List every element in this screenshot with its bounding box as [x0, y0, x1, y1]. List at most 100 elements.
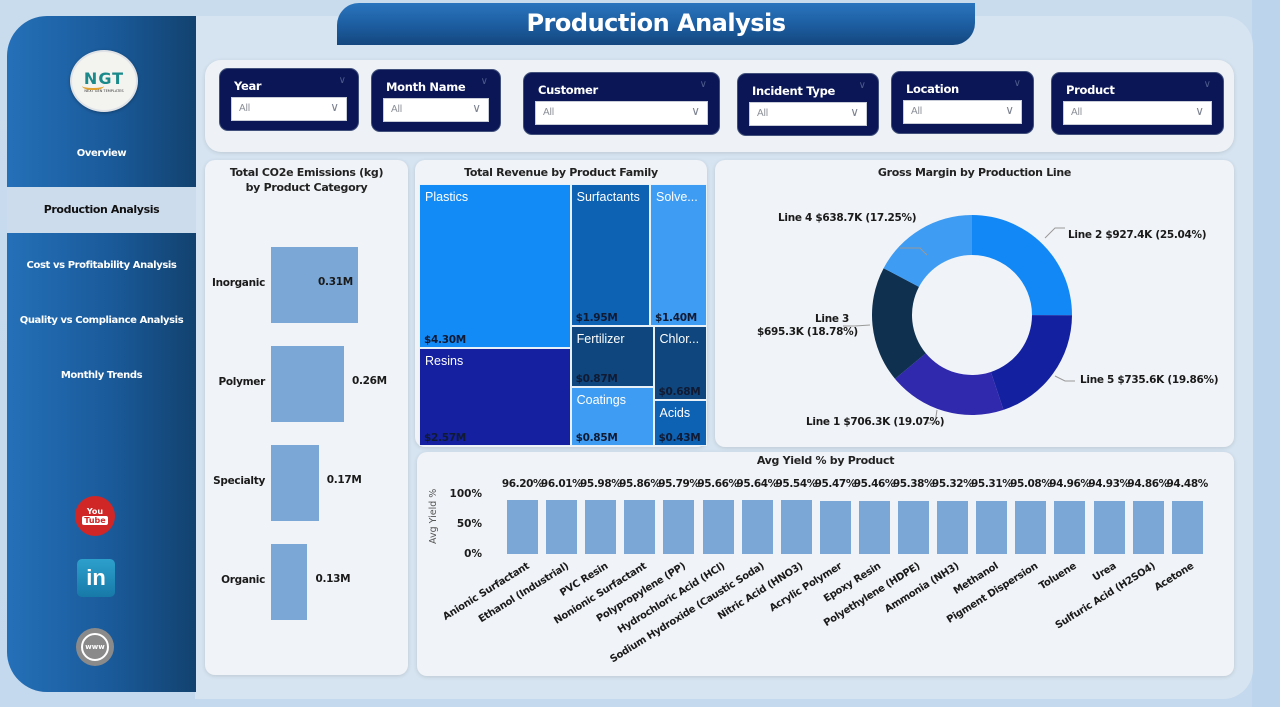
- filter-product[interactable]: Product ∨ All ∨: [1051, 72, 1224, 135]
- youtube-tube-text: Tube: [82, 516, 108, 525]
- treemap-cell-coatings[interactable]: Coatings $0.85M: [570, 386, 654, 446]
- filter-dropdown[interactable]: All ∨: [903, 100, 1022, 124]
- yield-bar[interactable]: [1015, 500, 1047, 554]
- donut-slice-line-3[interactable]: [872, 268, 926, 379]
- leader-line-line-5: [1054, 375, 1075, 382]
- chevron-down-icon[interactable]: ∨: [1203, 79, 1211, 90]
- treemap-cell-resins[interactable]: Resins $2.57M: [419, 347, 571, 446]
- yield-value-label: 95.98%: [580, 478, 622, 490]
- co2-value-label: 0.31M: [318, 276, 353, 288]
- sidebar-item-cost-vs-profitability[interactable]: Cost vs Profitability Analysis: [26, 260, 177, 271]
- donut-label-line-3: Line 3: [815, 313, 850, 325]
- leader-line-line-2: [1044, 227, 1065, 239]
- yield-value-label: 96.20%: [501, 478, 544, 490]
- linkedin-icon[interactable]: in: [77, 559, 115, 597]
- filter-incident-type[interactable]: Incident Type ∨ All ∨: [737, 73, 879, 136]
- treemap-cell-name: Chlor...: [659, 332, 700, 347]
- filter-dropdown[interactable]: All ∨: [231, 97, 347, 121]
- yield-value-label: 95.86%: [619, 478, 661, 490]
- website-globe-icon[interactable]: www: [76, 628, 114, 666]
- chevron-down-icon[interactable]: ∨: [338, 75, 346, 86]
- yield-value-label: 95.32%: [931, 478, 974, 490]
- treemap-cell-name: Coatings: [576, 392, 626, 407]
- yield-value-label: 95.38%: [892, 478, 935, 490]
- sidebar-item-quality-vs-compliance[interactable]: Quality vs Compliance Analysis: [19, 315, 184, 326]
- yield-bar[interactable]: [1054, 500, 1086, 554]
- leader-line-line-1: [925, 409, 938, 424]
- co2-chart-title: Total CO2e Emissions (kg) by Product Cat…: [229, 166, 384, 194]
- treemap-cell-solve[interactable]: Solve... $1.40M: [650, 184, 707, 327]
- yield-y-tick-0: 0%: [464, 548, 482, 560]
- co2-bar[interactable]: [271, 544, 308, 620]
- yield-bar[interactable]: [546, 500, 578, 554]
- filter-dropdown[interactable]: All ∨: [535, 101, 708, 125]
- donut-slice-line-4[interactable]: [883, 215, 972, 287]
- gross-margin-chart-title: Gross Margin by Production Line: [877, 166, 1072, 179]
- chevron-down-icon[interactable]: ∨: [480, 76, 488, 87]
- yield-bar[interactable]: [819, 500, 851, 554]
- co2-bar[interactable]: [271, 247, 358, 323]
- yield-bar[interactable]: [624, 500, 656, 554]
- yield-bar[interactable]: [741, 500, 773, 554]
- treemap-cell-plastics[interactable]: Plastics $4.30M: [419, 184, 571, 348]
- chevron-down-icon[interactable]: ∨: [691, 104, 700, 118]
- chevron-down-icon[interactable]: ∨: [858, 80, 866, 91]
- yield-bar[interactable]: [585, 500, 617, 554]
- filter-customer[interactable]: Customer ∨ All ∨: [523, 72, 720, 135]
- yield-value-label: 94.93%: [1088, 478, 1130, 490]
- yield-bar[interactable]: [937, 500, 969, 554]
- yield-bar[interactable]: [898, 500, 929, 554]
- co2-value-label: 0.17M: [326, 474, 362, 486]
- co2-category-label: Organic: [221, 574, 265, 586]
- donut-label-line-4: Line 4 $638.7K (17.25%): [778, 212, 917, 224]
- chevron-down-icon[interactable]: ∨: [330, 100, 339, 114]
- filter-value: All: [757, 108, 769, 119]
- chevron-down-icon[interactable]: ∨: [699, 79, 707, 90]
- filter-dropdown[interactable]: All ∨: [749, 102, 867, 126]
- chevron-down-icon[interactable]: ∨: [1013, 78, 1021, 89]
- sidebar-item-monthly-trends[interactable]: Monthly Trends: [60, 370, 143, 381]
- sidebar-item-overview[interactable]: Overview: [76, 148, 127, 159]
- leader-line-line-4: [900, 247, 928, 256]
- chevron-down-icon[interactable]: ∨: [472, 101, 481, 115]
- chevron-down-icon[interactable]: ∨: [1195, 104, 1204, 118]
- chevron-down-icon[interactable]: ∨: [850, 105, 859, 119]
- yield-bar[interactable]: [1093, 500, 1125, 554]
- logo-swoosh-icon: [82, 82, 104, 90]
- donut-slice-line-2[interactable]: [972, 215, 1072, 316]
- gross-margin-donut: [843, 215, 1075, 424]
- yield-bar[interactable]: [858, 500, 890, 554]
- yield-bar[interactable]: [1171, 501, 1203, 554]
- yield-bar[interactable]: [702, 500, 734, 554]
- treemap-cell-chlor[interactable]: Chlor... $0.68M: [653, 326, 707, 400]
- yield-bar[interactable]: [507, 500, 538, 554]
- filter-label: Customer: [538, 83, 598, 97]
- yield-bar[interactable]: [780, 500, 812, 554]
- treemap-cell-value: $0.85M: [575, 431, 618, 444]
- filter-month-name[interactable]: Month Name ∨ All ∨: [371, 69, 501, 132]
- yield-bar[interactable]: [663, 500, 695, 554]
- yield-value-label: 95.31%: [971, 478, 1013, 490]
- treemap-cell-surfactants[interactable]: Surfactants $1.95M: [570, 184, 650, 327]
- yield-bar[interactable]: [976, 500, 1008, 554]
- filter-dropdown[interactable]: All ∨: [383, 98, 489, 122]
- co2-bar[interactable]: [271, 346, 344, 422]
- treemap-cell-fertilizer[interactable]: Fertilizer $0.87M: [570, 326, 654, 387]
- youtube-icon[interactable]: You Tube: [75, 496, 115, 536]
- treemap-cell-acids[interactable]: Acids $0.43M: [653, 399, 707, 446]
- chevron-down-icon[interactable]: ∨: [1005, 103, 1014, 117]
- donut-slice-line-1[interactable]: [895, 353, 1004, 415]
- filter-value: All: [239, 103, 251, 114]
- filter-value: All: [543, 107, 555, 118]
- globe-icon: www: [81, 633, 109, 661]
- treemap-cell-name: Resins: [425, 353, 464, 368]
- revenue-chart-title: Total Revenue by Product Family: [464, 166, 658, 179]
- yield-bar[interactable]: [1132, 500, 1164, 554]
- filter-year[interactable]: Year ∨ All ∨: [219, 68, 359, 131]
- filter-location[interactable]: Location ∨ All ∨: [891, 71, 1034, 134]
- yield-value-label: 94.86%: [1127, 478, 1169, 490]
- donut-slice-line-5[interactable]: [990, 315, 1072, 410]
- sidebar-item-production-analysis[interactable]: Production Analysis: [7, 187, 196, 233]
- co2-bar[interactable]: [271, 445, 319, 521]
- filter-dropdown[interactable]: All ∨: [1063, 101, 1212, 125]
